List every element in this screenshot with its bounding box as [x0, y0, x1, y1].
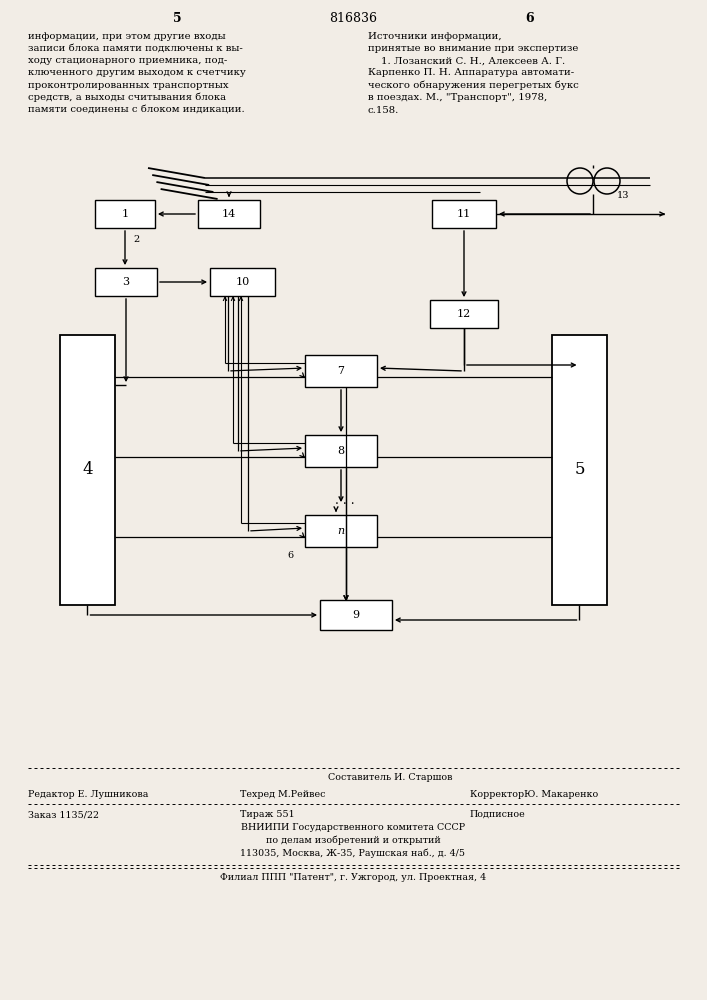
Text: 7: 7 [337, 366, 344, 376]
Text: Заказ 1135/22: Заказ 1135/22 [28, 810, 99, 819]
Bar [95, 268, 157, 296]
Text: 14: 14 [222, 209, 236, 219]
Text: n: n [337, 526, 344, 536]
Bar [305, 355, 377, 387]
Text: информации, при этом другие входы
записи блока памяти подключены к вы-
ходу стац: информации, при этом другие входы записи… [28, 32, 246, 115]
Text: 9: 9 [352, 610, 360, 620]
Text: 8: 8 [337, 446, 344, 456]
Text: 13: 13 [617, 192, 629, 200]
Bar [430, 300, 498, 328]
Text: 12: 12 [457, 309, 471, 319]
Bar [210, 268, 275, 296]
Text: Филиал ППП "Патент", г. Ужгород, ул. Проектная, 4: Филиал ППП "Патент", г. Ужгород, ул. Про… [220, 874, 486, 882]
Text: 4: 4 [82, 462, 93, 479]
Text: . . .: . . . [335, 493, 355, 506]
Bar [320, 600, 392, 630]
Text: Составитель И. Старшов: Составитель И. Старшов [328, 774, 452, 782]
Text: 10: 10 [235, 277, 250, 287]
Bar [305, 435, 377, 467]
Text: 816836: 816836 [329, 11, 377, 24]
Text: 1: 1 [122, 209, 129, 219]
Bar [95, 200, 155, 228]
Text: Техред М.Рейвес: Техред М.Рейвес [240, 790, 325, 799]
Text: Источники информации,
принятые во внимание при экспертизе
    1. Лозанский С. Н.: Источники информации, принятые во вниман… [368, 32, 579, 115]
Text: КорректорЮ. Макаренко: КорректорЮ. Макаренко [470, 790, 598, 799]
Text: Редактор Е. Лушникова: Редактор Е. Лушникова [28, 790, 148, 799]
Text: по делам изобретений и открытий: по делам изобретений и открытий [266, 835, 440, 845]
Bar [552, 335, 607, 605]
Text: Тираж 551: Тираж 551 [240, 810, 295, 819]
Bar [432, 200, 496, 228]
Text: ВНИИПИ Государственного комитета СССР: ВНИИПИ Государственного комитета СССР [241, 822, 465, 832]
Bar [198, 200, 260, 228]
Text: 2: 2 [133, 235, 139, 244]
Text: Подписное: Подписное [470, 810, 526, 819]
Text: 5: 5 [173, 11, 181, 24]
Text: 6: 6 [287, 550, 293, 560]
Text: 6: 6 [526, 11, 534, 24]
Text: 3: 3 [122, 277, 129, 287]
Text: 113035, Москва, Ж-35, Раушская наб., д. 4/5: 113035, Москва, Ж-35, Раушская наб., д. … [240, 848, 465, 858]
Bar [305, 515, 377, 547]
Bar [60, 335, 115, 605]
Text: 11: 11 [457, 209, 471, 219]
Text: 5: 5 [574, 462, 585, 479]
